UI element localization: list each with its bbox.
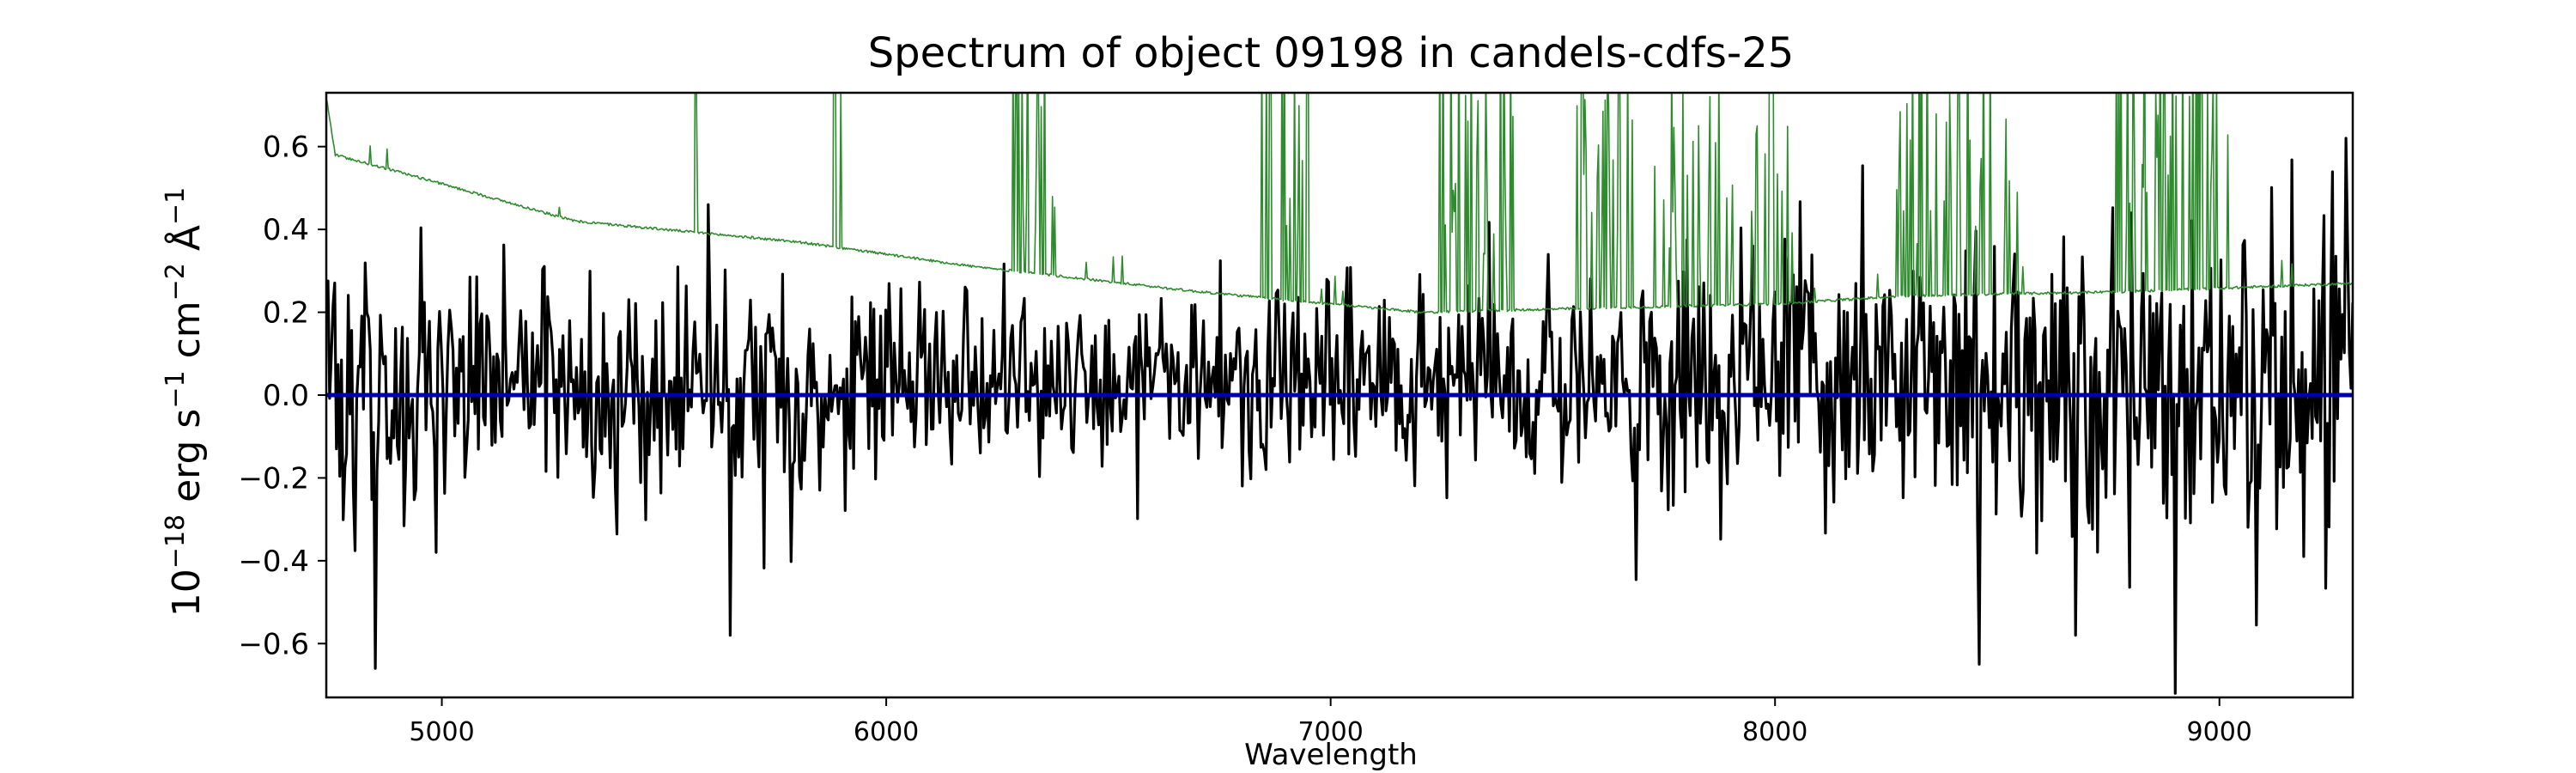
x-tick-label: 9000 bbox=[2187, 717, 2252, 747]
error-spectrum-line bbox=[326, 93, 2353, 314]
x-axis-label: Wavelength bbox=[1244, 738, 1418, 772]
flux-spectrum-line bbox=[326, 137, 2353, 695]
y-tick-label: 0.0 bbox=[263, 379, 309, 413]
x-tick-label: 6000 bbox=[854, 717, 919, 747]
x-tick-label: 8000 bbox=[1742, 717, 1807, 747]
y-tick-label: −0.4 bbox=[238, 545, 309, 579]
plot-area bbox=[325, 91, 2354, 699]
x-tick-label: 7000 bbox=[1297, 717, 1363, 747]
x-tick-label: 5000 bbox=[409, 717, 474, 747]
y-tick-label: −0.6 bbox=[238, 627, 309, 661]
y-axis-label: 10−18 erg s−1 cm−2 Å−1 bbox=[161, 187, 209, 617]
chart-title: Spectrum of object 09198 in candels-cdfs… bbox=[868, 29, 1795, 77]
y-tick-label: 0.2 bbox=[263, 296, 309, 331]
y-tick-label: 0.6 bbox=[263, 131, 309, 165]
y-tick-label: −0.2 bbox=[238, 461, 309, 496]
y-tick-label: 0.4 bbox=[263, 213, 309, 247]
axes-ticks: 5000 6000 7000 8000 9000 −0.6 −0.4 −0.2 0.0 0.2 0.… bbox=[238, 131, 2251, 747]
